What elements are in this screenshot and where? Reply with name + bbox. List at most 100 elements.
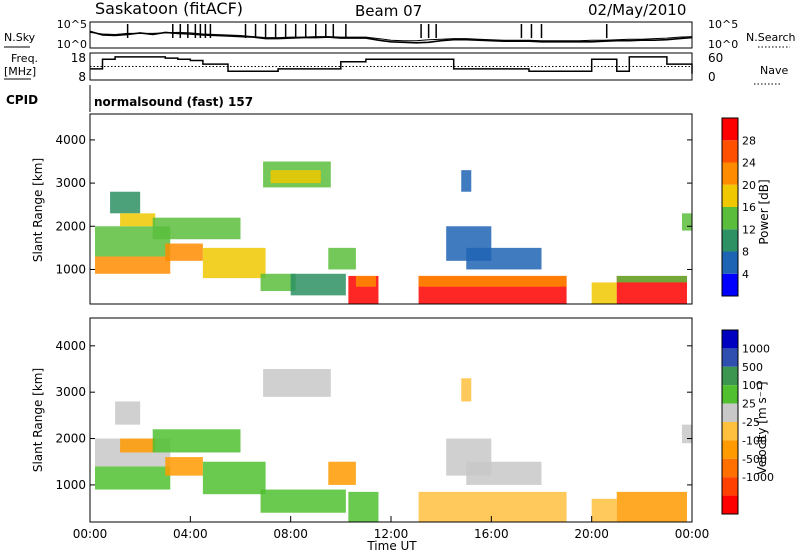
range-cell — [165, 243, 203, 261]
colorbar-tick-label: -1000 — [742, 471, 774, 484]
range-cell — [461, 170, 472, 192]
power-colorbar: 4 8 12 16 20 24 28 — [721, 117, 756, 297]
range-cell — [115, 401, 141, 425]
range-cell — [95, 466, 171, 490]
frequency-panel: Freq. [MHz] 18 8 60 0 Nave — [4, 51, 788, 85]
noise-panel: N.Sky 10^5 10^0 10^5 10^0 N.Search — [4, 18, 796, 51]
range-cell — [290, 273, 346, 296]
colorbar-swatch — [722, 477, 738, 496]
colorbar-tick-label: 24 — [742, 157, 756, 170]
x-tick-label: 00:00 — [675, 527, 710, 541]
colorbar-tick-label: 28 — [742, 134, 756, 147]
velocity-data — [95, 369, 692, 522]
beam-title: Beam 07 — [355, 2, 422, 20]
colorbar-tick-label: 20 — [742, 179, 756, 192]
range-cell — [110, 191, 141, 214]
colorbar-swatch — [722, 118, 738, 141]
nsearch-label: N.Search — [746, 31, 796, 44]
colorbar-tick-label: 25 — [742, 398, 756, 411]
colorbar-tick-label: 12 — [742, 223, 756, 236]
cpid-label: CPID — [6, 93, 38, 107]
colorbar-swatch — [722, 140, 738, 163]
noise-panel-frame — [89, 21, 693, 49]
colorbar-tick-label: 100 — [742, 379, 763, 392]
freq-label: Freq. — [11, 52, 38, 65]
nave-label: Nave — [760, 64, 788, 77]
x-tick-label: 08:00 — [273, 527, 308, 541]
range-cell — [95, 256, 171, 274]
colorbar-swatch — [722, 330, 738, 349]
cpid-value: normalsound (fast) 157 — [94, 95, 253, 109]
nsky-label: N.Sky — [4, 31, 36, 44]
y-tick-label: 2000 — [55, 432, 86, 446]
nave-right-tick-bottom: 0 — [708, 70, 716, 84]
range-cell — [152, 429, 241, 453]
colorbar-tick-label: -25 — [742, 416, 760, 429]
velocity-panel-frame — [89, 317, 693, 523]
x-tick-label: 00:00 — [73, 527, 108, 541]
noise-right-tick-bottom: 10^0 — [708, 38, 738, 51]
colorbar-tick-label: 1000 — [742, 342, 770, 355]
range-cell — [616, 275, 687, 283]
colorbar-swatch — [722, 162, 738, 185]
velocity-colorbar: 1000 500 100 25 -25 -100 -500 -1000 — [721, 329, 774, 515]
velocity-x-ticks: 00:00 04:00 08:00 12:00 16:00 20:00 00:00 — [73, 516, 710, 541]
colorbar-swatch — [722, 385, 738, 404]
colorbar-swatch — [722, 458, 738, 478]
x-tick-label: 20:00 — [574, 527, 609, 541]
freq-unit-label: [MHz] — [4, 65, 36, 78]
colorbar-swatch — [722, 184, 738, 207]
colorbar-swatch — [722, 366, 738, 386]
noise-spikes — [126, 24, 608, 38]
colorbar-swatch — [722, 440, 738, 459]
range-cell — [461, 378, 472, 402]
range-cell — [165, 457, 203, 476]
colorbar-tick-label: 8 — [742, 246, 749, 259]
colorbar-frame — [721, 329, 739, 515]
colorbar-tick-label: -500 — [742, 453, 767, 466]
range-cell — [681, 424, 692, 444]
y-tick-label: 3000 — [55, 176, 86, 190]
freq-left-tick-top: 18 — [71, 51, 86, 65]
x-tick-label: 12:00 — [374, 527, 409, 541]
colorbar-tick-label: -100 — [742, 434, 767, 447]
colorbar-tick-label: 500 — [742, 361, 763, 374]
range-cell — [328, 461, 356, 485]
colorbar-frame — [721, 117, 739, 297]
range-cell — [446, 438, 492, 476]
colorbar-swatch — [722, 422, 738, 441]
y-tick-label: 2000 — [55, 219, 86, 233]
velocity-panel: 1000 2000 3000 4000 00:00 04:00 08:00 12:00 16:… — [31, 317, 774, 553]
power-y-ticks: 1000 2000 3000 4000 — [55, 133, 692, 276]
colorbar-swatch — [722, 273, 738, 296]
power-panel: 1000 2000 3000 4000 Slant Range [km] 4 8 12 16… — [31, 113, 771, 305]
range-cell — [591, 498, 617, 522]
power-data — [95, 161, 692, 304]
range-cell — [681, 213, 692, 231]
velocity-colorbar-label: Velocity [m s⁻¹] — [755, 381, 769, 474]
power-panel-frame — [89, 113, 693, 305]
range-cell — [202, 247, 266, 279]
noise-right-tick-top: 10^5 — [708, 18, 738, 31]
range-cell — [348, 491, 379, 522]
range-cell — [328, 247, 356, 270]
velocity-y-ticks: 1000 2000 3000 4000 — [55, 339, 692, 492]
velocity-ylabel: Slant Range [km] — [31, 368, 45, 472]
range-cell — [418, 275, 567, 287]
date-title: 02/May/2010 — [588, 1, 686, 19]
range-cell — [418, 491, 567, 522]
range-cell — [446, 226, 492, 261]
range-cell — [616, 491, 687, 522]
colorbar-swatch — [722, 348, 738, 367]
noise-left-tick-bottom: 10^0 — [57, 38, 87, 51]
range-cell — [260, 273, 296, 292]
range-cell — [270, 170, 321, 184]
range-cell — [591, 282, 617, 304]
colorbar-swatch — [722, 251, 738, 274]
range-cell — [120, 438, 156, 453]
station-title: Saskatoon (fitACF) — [95, 0, 243, 18]
range-cell — [120, 213, 156, 227]
range-cell — [260, 489, 346, 513]
noise-search-line — [89, 31, 693, 42]
